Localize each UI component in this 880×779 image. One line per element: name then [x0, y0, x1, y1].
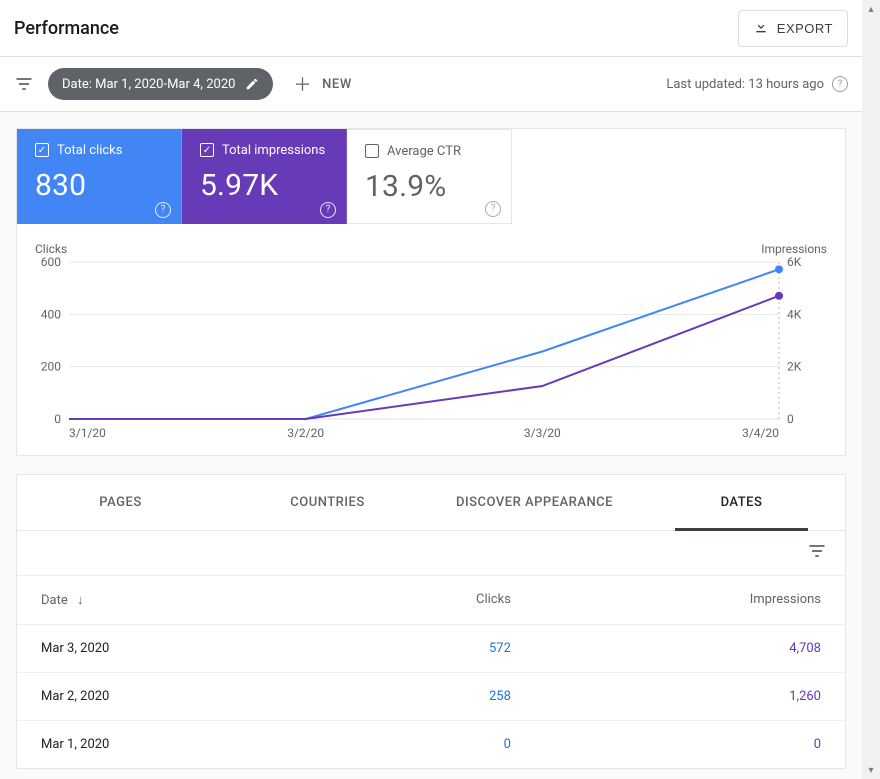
last-updated: Last updated: 13 hours ago ?: [666, 76, 848, 92]
svg-text:400: 400: [41, 307, 61, 321]
column-header[interactable]: Clicks: [319, 576, 534, 625]
metric-label: Average CTR: [387, 144, 461, 159]
scroll-up-icon[interactable]: ▴: [862, 0, 880, 18]
checkbox-unchecked-icon: [365, 144, 379, 158]
tab-pages[interactable]: PAGES: [17, 475, 224, 530]
metric-value: 5.97K: [200, 168, 332, 203]
header-bar: Performance EXPORT: [0, 0, 862, 57]
svg-text:3/4/20: 3/4/20: [742, 426, 779, 440]
table-row[interactable]: Mar 1, 202000: [17, 720, 845, 768]
cell-impressions: 4,708: [535, 624, 845, 672]
metrics-row: ✓ Total clicks 830 ? ✓ Total impressions…: [17, 129, 845, 224]
cell-clicks: 258: [319, 672, 534, 720]
date-filter-label: Date: Mar 1, 2020-Mar 4, 2020: [62, 77, 235, 92]
metric-value: 13.9%: [365, 169, 497, 204]
cell-date: Mar 1, 2020: [17, 720, 319, 768]
new-label: NEW: [322, 77, 352, 92]
column-header[interactable]: Date ↓: [17, 576, 319, 625]
svg-text:6K: 6K: [787, 256, 802, 269]
checkbox-checked-icon: ✓: [200, 143, 214, 157]
help-icon[interactable]: ?: [485, 201, 501, 217]
svg-text:0: 0: [787, 412, 794, 426]
performance-chart-card: ✓ Total clicks 830 ? ✓ Total impressions…: [16, 128, 846, 456]
table-filter-icon[interactable]: [807, 541, 827, 565]
metric-total-clicks[interactable]: ✓ Total clicks 830 ?: [17, 129, 182, 224]
date-filter-chip[interactable]: Date: Mar 1, 2020-Mar 4, 2020: [48, 68, 273, 100]
svg-text:3/3/20: 3/3/20: [524, 426, 561, 440]
metric-label: Total impressions: [222, 143, 325, 158]
data-table: Date ↓ClicksImpressions Mar 3, 20205724,…: [17, 576, 845, 768]
edit-icon: [241, 73, 263, 95]
metric-label: Total clicks: [57, 143, 122, 158]
cell-clicks: 572: [319, 624, 534, 672]
sort-desc-icon: ↓: [74, 593, 84, 608]
filter-row: Date: Mar 1, 2020-Mar 4, 2020 ＋ NEW Last…: [0, 57, 862, 112]
export-button[interactable]: EXPORT: [738, 10, 848, 47]
cell-date: Mar 2, 2020: [17, 672, 319, 720]
column-header[interactable]: Impressions: [535, 576, 845, 625]
table-row[interactable]: Mar 2, 20202581,260: [17, 672, 845, 720]
download-icon: [753, 19, 777, 38]
data-table-card: PAGESCOUNTRIESDISCOVER APPEARANCEDATES D…: [16, 474, 846, 769]
page-title: Performance: [14, 18, 119, 39]
svg-text:600: 600: [41, 256, 61, 269]
metric-total-impressions[interactable]: ✓ Total impressions 5.97K ?: [182, 129, 347, 224]
svg-text:3/2/20: 3/2/20: [287, 426, 324, 440]
cell-impressions: 0: [535, 720, 845, 768]
help-icon[interactable]: ?: [155, 202, 171, 218]
cell-date: Mar 3, 2020: [17, 624, 319, 672]
export-label: EXPORT: [777, 21, 833, 36]
metric-value: 830: [35, 168, 167, 203]
help-icon[interactable]: ?: [320, 202, 336, 218]
last-updated-text: Last updated: 13 hours ago: [666, 77, 824, 92]
table-row[interactable]: Mar 3, 20205724,708: [17, 624, 845, 672]
performance-line-chart: 0 200 400 600 0 2K 4K 6K 3/1/20 3/2/20 3/3/20 3/4/2…: [35, 256, 827, 441]
svg-text:3/1/20: 3/1/20: [69, 426, 106, 440]
svg-text:4K: 4K: [787, 307, 802, 321]
cell-clicks: 0: [319, 720, 534, 768]
svg-text:200: 200: [41, 360, 61, 374]
right-axis-title: Impressions: [761, 242, 827, 256]
plus-icon: ＋: [293, 71, 312, 97]
cell-impressions: 1,260: [535, 672, 845, 720]
left-axis-title: Clicks: [35, 242, 67, 256]
tab-discover-appearance[interactable]: DISCOVER APPEARANCE: [431, 475, 638, 530]
tab-countries[interactable]: COUNTRIES: [224, 475, 431, 530]
metric-average-ctr[interactable]: Average CTR 13.9% ?: [347, 129, 512, 224]
new-filter-button[interactable]: ＋ NEW: [293, 71, 351, 97]
checkbox-checked-icon: ✓: [35, 143, 49, 157]
tabs-row: PAGESCOUNTRIESDISCOVER APPEARANCEDATES: [17, 475, 845, 531]
svg-text:0: 0: [54, 412, 61, 426]
vertical-scrollbar[interactable]: ▴ ▾: [862, 0, 880, 779]
scroll-down-icon[interactable]: ▾: [862, 761, 880, 779]
help-icon[interactable]: ?: [832, 76, 848, 92]
svg-text:2K: 2K: [787, 360, 802, 374]
filter-icon[interactable]: [14, 74, 34, 94]
tab-dates[interactable]: DATES: [638, 475, 845, 530]
